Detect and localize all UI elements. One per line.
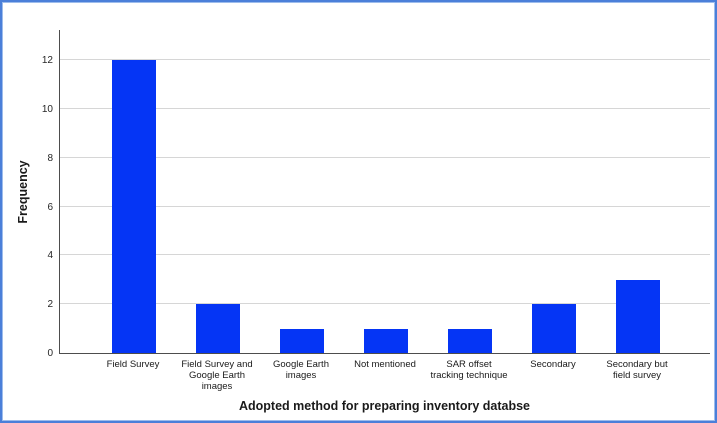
bar bbox=[532, 304, 576, 353]
x-category-label: Field Survey and Google Earth images bbox=[181, 359, 253, 392]
y-tick-label: 0 bbox=[47, 348, 53, 359]
x-axis-title: Adopted method for preparing inventory d… bbox=[239, 399, 530, 413]
y-tick-label: 2 bbox=[47, 299, 53, 311]
gridline-10 bbox=[60, 107, 710, 109]
plot-area bbox=[59, 30, 710, 354]
gridline-4 bbox=[60, 254, 710, 256]
bar bbox=[196, 304, 240, 353]
gridline-6 bbox=[60, 205, 710, 207]
bar bbox=[364, 328, 408, 353]
bar bbox=[616, 279, 660, 353]
y-tick-label: 6 bbox=[47, 201, 53, 213]
y-tick-label: 10 bbox=[41, 103, 53, 115]
x-category-label: Secondary but field survey bbox=[606, 359, 668, 381]
gridline-12 bbox=[60, 59, 710, 61]
y-tick-labels: 0 2 4 6 8 10 12 bbox=[2, 30, 53, 359]
x-category-label: Not mentioned bbox=[354, 359, 416, 370]
y-tick-label: 8 bbox=[47, 152, 53, 164]
x-category-labels: Field Survey Field Survey and Google Eart… bbox=[59, 359, 710, 397]
bar bbox=[448, 328, 492, 353]
x-category-label: SAR offset tracking technique bbox=[430, 359, 508, 381]
gridline-8 bbox=[60, 156, 710, 158]
x-category-label: Field Survey bbox=[106, 359, 160, 370]
bar bbox=[280, 328, 324, 353]
x-category-label: Secondary bbox=[530, 359, 576, 370]
y-tick-label: 4 bbox=[47, 250, 53, 262]
y-tick-label: 12 bbox=[41, 55, 53, 67]
bar bbox=[112, 60, 156, 353]
x-category-label: Google Earth images bbox=[273, 359, 329, 381]
gridline-2 bbox=[60, 303, 710, 305]
